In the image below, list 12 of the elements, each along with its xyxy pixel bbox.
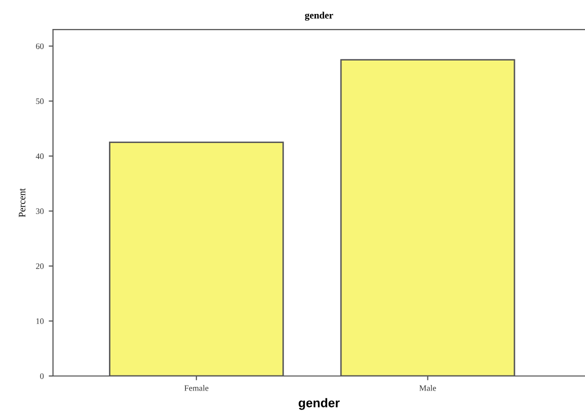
y-tick-label: 0 [40,373,44,379]
y-tick-label: 60 [36,43,44,50]
y-tick-label: 30 [36,208,44,214]
x-tick-label: Male [419,385,436,391]
x-axis-title: gender [298,398,340,410]
y-tick-label: 20 [36,263,44,270]
y-axis-title: Percent [18,188,26,218]
y-tick-label: 40 [36,153,44,160]
y-tick-label: 10 [36,318,44,324]
chart-title: gender [304,12,334,21]
x-tick-label: Female [184,385,208,391]
y-tick-label: 50 [36,98,44,104]
